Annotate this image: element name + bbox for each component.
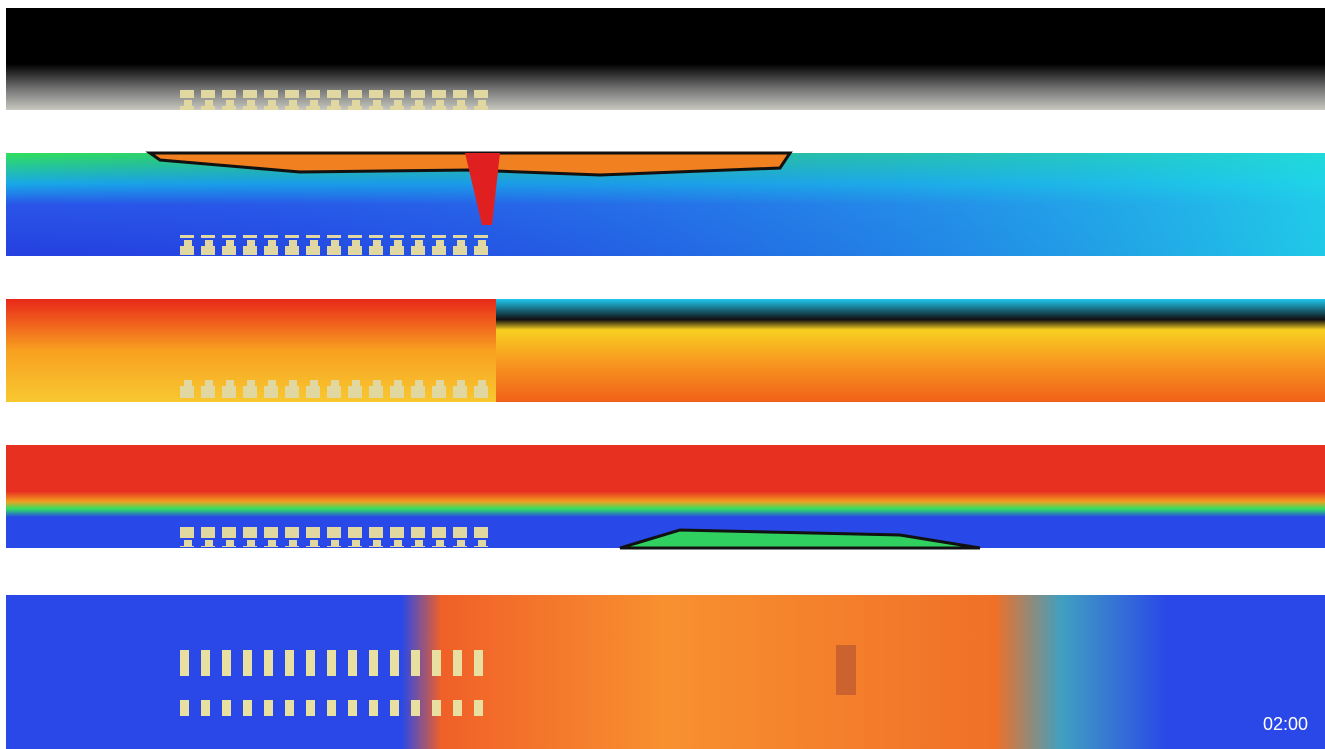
seats	[180, 380, 495, 400]
marker	[836, 645, 856, 695]
seats	[180, 235, 495, 255]
timestamp: 02:00	[1263, 714, 1308, 734]
seats	[180, 527, 495, 547]
seats	[180, 90, 495, 110]
simulation-view: 02:00	[0, 0, 1325, 749]
seats	[180, 636, 495, 716]
panel-3-right	[496, 299, 1325, 402]
